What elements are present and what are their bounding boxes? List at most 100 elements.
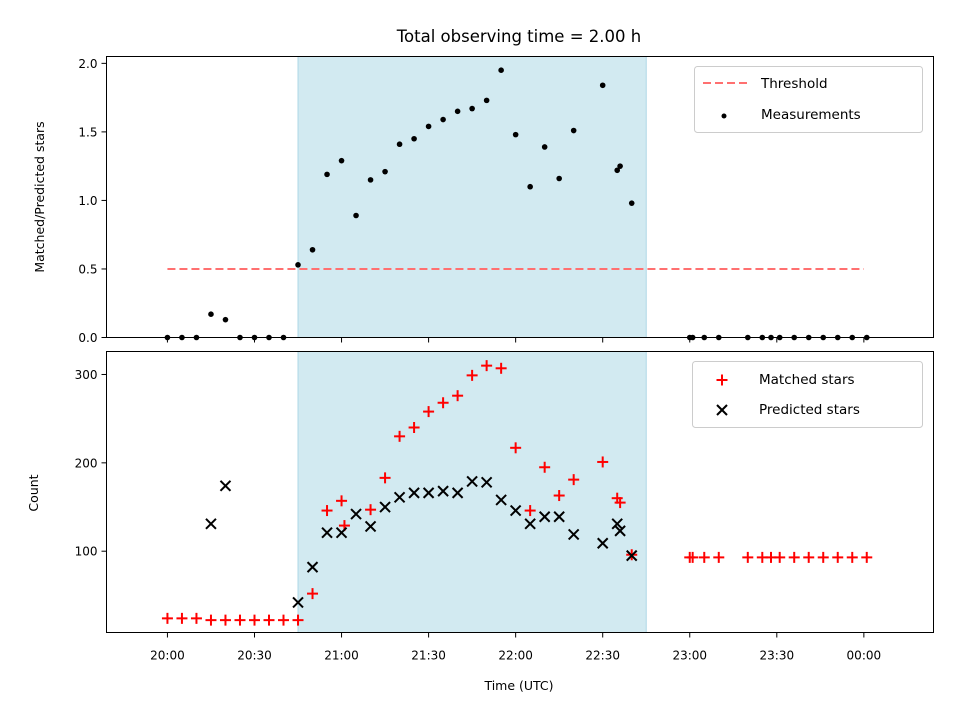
matched-stars-point	[190, 612, 202, 624]
bot-y-tick-label: 300	[75, 368, 98, 382]
predicted-stars-point	[466, 475, 478, 488]
measurement-point	[628, 200, 635, 206]
measurement-point	[353, 212, 359, 219]
measurement-point	[541, 144, 548, 150]
matched-stars-point	[803, 551, 815, 563]
matched-stars-point	[379, 472, 391, 484]
top-y-tick-label: 2.0	[78, 57, 97, 71]
matched-stars-point	[481, 360, 493, 372]
matched-stars-point	[553, 490, 565, 502]
predicted-stars-point	[524, 518, 536, 530]
x-tick-label: 23:30	[760, 649, 795, 663]
matched-stars-point	[336, 495, 348, 507]
matched-stars-point	[742, 551, 754, 563]
bottom-panel: 100 200 300 20:00 20:30 21:00 21:30 22:00 22:30…	[26, 351, 934, 693]
measurement-point	[382, 168, 388, 175]
predicted-stars-point	[306, 561, 319, 573]
predicted-stars-point	[437, 485, 449, 497]
measurement-point	[440, 116, 446, 123]
predicted-stars-point	[480, 476, 493, 488]
predicted-stars-point	[364, 520, 377, 533]
measurement-point	[617, 163, 623, 169]
legend-measurements-swatch	[721, 113, 727, 119]
predicted-stars-point	[495, 494, 507, 506]
bottom-y-axis-label: Count	[26, 474, 41, 511]
measurement-point	[411, 135, 417, 142]
legend-threshold-label: Threshold	[760, 76, 828, 92]
top-observing-span	[297, 56, 647, 338]
measurement-point	[222, 316, 229, 323]
measurement-point	[614, 167, 621, 174]
measurement-point	[367, 177, 374, 183]
matched-stars-point	[466, 369, 478, 381]
matched-stars-point	[321, 505, 333, 517]
matched-stars-point	[408, 421, 420, 433]
matched-stars-point	[568, 474, 580, 486]
matched-stars-point	[437, 397, 449, 409]
top-panel: 0.00.51.01.52.0 Matched/Predicted stars …	[32, 56, 934, 345]
matched-stars-point	[263, 614, 275, 626]
predicted-stars-point	[611, 518, 623, 530]
matched-stars-point	[234, 614, 246, 626]
top-y-tick-label: 0.5	[78, 262, 97, 276]
measurement-point	[556, 175, 562, 182]
matched-stars-point	[698, 551, 710, 563]
matched-stars-point	[219, 614, 231, 626]
predicted-stars-point	[509, 504, 522, 517]
x-tick-label: 22:00	[498, 649, 533, 663]
measurement-point	[454, 108, 461, 115]
matched-stars-point	[861, 551, 873, 563]
bottom-legend-box	[692, 361, 923, 428]
predicted-stars-point	[614, 525, 626, 537]
bottom-legend: Matched stars Predicted stars	[692, 361, 923, 428]
predicted-stars-point	[321, 526, 333, 539]
matched-stars-point	[832, 551, 844, 563]
measurement-point	[483, 97, 490, 104]
measurement-point	[295, 262, 301, 268]
top-legend-box	[694, 66, 923, 133]
predicted-stars-point	[219, 480, 232, 492]
predicted-stars-point	[379, 501, 391, 513]
series-predicted-stars	[205, 475, 638, 609]
matched-stars-point	[205, 614, 217, 626]
predicted-stars-point	[408, 487, 420, 499]
measurement-point	[396, 141, 403, 148]
x-tick-label: 23:00	[672, 649, 707, 663]
top-y-tick-label: 1.5	[78, 125, 97, 139]
matched-stars-point	[394, 430, 406, 442]
x-tick-label: 21:00	[324, 649, 359, 663]
matched-stars-point	[495, 362, 507, 374]
matched-stars-point	[248, 614, 260, 626]
predicted-stars-point	[335, 526, 348, 539]
matched-stars-point	[510, 442, 522, 454]
top-legend: Threshold Measurements	[694, 66, 923, 133]
matched-stars-point	[278, 614, 290, 626]
matched-stars-point	[774, 551, 786, 563]
legend-matched-marker	[716, 374, 728, 386]
predicted-stars-point	[393, 491, 406, 504]
measurement-point	[469, 105, 475, 112]
matched-stars-point	[614, 497, 626, 509]
measurement-point	[309, 246, 316, 253]
predicted-stars-point	[538, 511, 551, 523]
bottom-axes-border	[106, 351, 934, 633]
matched-stars-point	[452, 390, 464, 402]
matched-stars-point	[788, 551, 800, 563]
bot-observing-span	[297, 351, 647, 633]
matched-stars-point	[846, 551, 858, 563]
series-matched-stars	[161, 360, 873, 626]
matched-stars-point	[817, 551, 829, 563]
predicted-stars-point	[451, 487, 464, 499]
measurement-point	[599, 82, 606, 89]
chart-title: Total observing time = 2.00 h	[396, 27, 641, 46]
predicted-stars-point	[205, 518, 217, 530]
matched-stars-point	[176, 612, 188, 624]
legend-measurements-label: Measurements	[761, 107, 861, 123]
bot-y-tick-label: 100	[75, 545, 98, 559]
bot-y-tick-label: 200	[75, 456, 98, 470]
measurement-point	[425, 123, 432, 130]
top-y-tick-label: 0.0	[78, 331, 97, 345]
legend-matched-label: Matched stars	[759, 372, 855, 388]
matched-stars-point	[539, 461, 551, 473]
